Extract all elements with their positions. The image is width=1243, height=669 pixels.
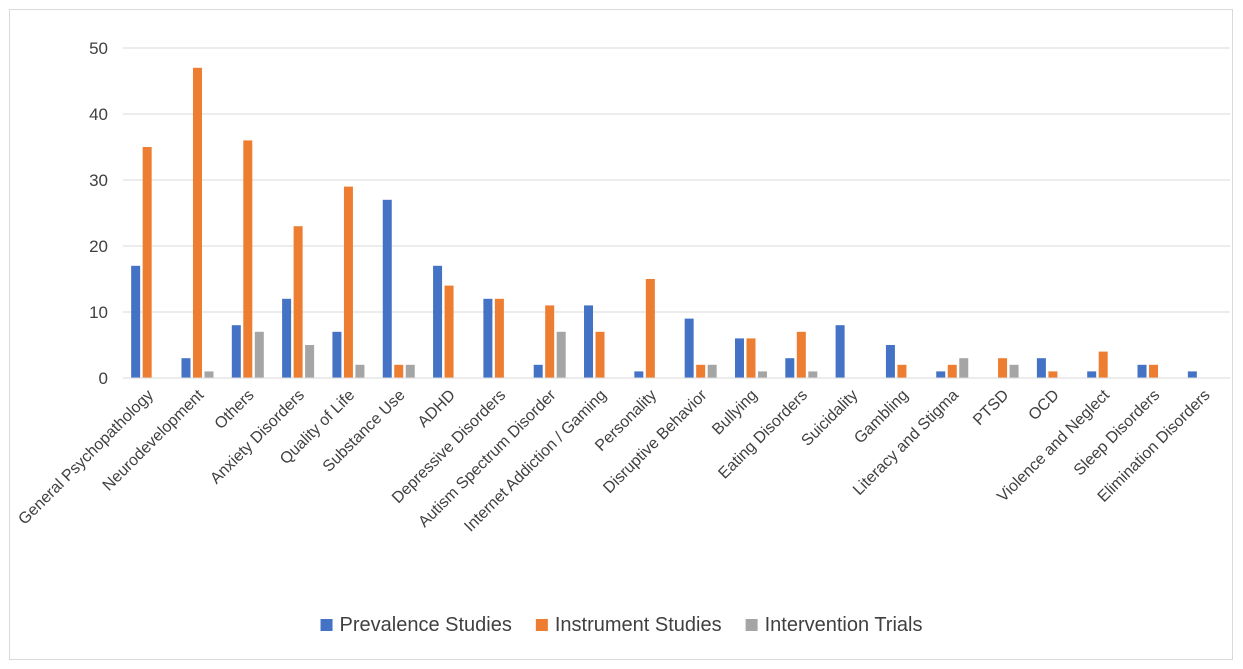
bar-instrument-studies-16 — [947, 364, 957, 378]
bar-prevalence-studies-5 — [382, 199, 392, 378]
legend-swatch — [320, 619, 333, 631]
bar-prevalence-studies-13 — [785, 358, 795, 378]
bar-instrument-studies-15 — [897, 364, 907, 378]
bar-prevalence-studies-10 — [634, 371, 644, 378]
bar-prevalence-studies-21 — [1187, 371, 1197, 378]
bar-prevalence-studies-3 — [282, 298, 292, 378]
bar-prevalence-studies-7 — [483, 298, 493, 378]
bar-instrument-studies-0 — [142, 147, 152, 378]
legend-label: Intervention Trials — [765, 614, 923, 636]
legend-label: Instrument Studies — [555, 614, 722, 636]
bar-instrument-studies-17 — [998, 358, 1008, 378]
bar-instrument-studies-20 — [1149, 364, 1159, 378]
x-category-label: Eating Disorders — [715, 387, 811, 483]
x-category-label: Anxiety Disorders — [207, 387, 308, 488]
bar-intervention-trials-3 — [305, 345, 315, 378]
bars — [131, 67, 1197, 379]
bar-instrument-studies-10 — [645, 279, 655, 378]
legend: Prevalence Studies Instrument Studies Inte… — [320, 614, 923, 636]
bar-instrument-studies-7 — [494, 298, 504, 378]
bar-instrument-studies-4 — [343, 186, 353, 378]
x-category-label: Neurodevelopment — [100, 386, 208, 494]
y-axis-tick-labels: 0 10 20 30 40 50 — [89, 39, 108, 388]
y-tick-label: 40 — [89, 105, 108, 124]
bar-intervention-trials-12 — [757, 371, 767, 378]
bar-instrument-studies-5 — [394, 364, 404, 378]
bar-intervention-trials-5 — [405, 364, 415, 378]
y-tick-label: 10 — [89, 303, 108, 322]
y-tick-label: 20 — [89, 237, 108, 256]
gridlines — [123, 47, 1230, 313]
bar-prevalence-studies-16 — [936, 371, 946, 378]
bar-intervention-trials-4 — [355, 364, 365, 378]
bar-instrument-studies-8 — [545, 305, 555, 378]
bar-intervention-trials-11 — [707, 364, 717, 378]
legend-item-prevalence-studies: Prevalence Studies — [320, 614, 512, 636]
bar-instrument-studies-18 — [1048, 371, 1058, 378]
bar-prevalence-studies-20 — [1137, 364, 1147, 378]
x-category-label: PTSD — [970, 387, 1012, 429]
bar-prevalence-studies-2 — [231, 325, 241, 378]
bar-intervention-trials-13 — [808, 371, 818, 378]
bar-instrument-studies-9 — [595, 331, 605, 378]
x-category-label: Bullying — [709, 387, 761, 439]
legend-swatch — [535, 619, 548, 631]
bar-instrument-studies-11 — [696, 364, 706, 378]
bar-intervention-trials-8 — [556, 331, 566, 378]
x-category-label: Sleep Disorders — [1071, 387, 1164, 480]
chart-frame — [9, 9, 1233, 660]
bar-intervention-trials-2 — [254, 331, 264, 378]
bar-prevalence-studies-1 — [181, 358, 191, 378]
legend-label: Prevalence Studies — [340, 614, 512, 636]
bar-prevalence-studies-18 — [1036, 358, 1046, 378]
y-tick-label: 50 — [89, 39, 108, 58]
legend-swatch — [745, 619, 758, 631]
bar-intervention-trials-16 — [959, 358, 969, 378]
legend-item-intervention-trials: Intervention Trials — [745, 614, 923, 636]
x-category-label: ADHD — [415, 387, 459, 431]
bar-instrument-studies-3 — [293, 226, 303, 378]
bar-prevalence-studies-15 — [885, 345, 895, 378]
bar-prevalence-studies-14 — [835, 325, 845, 378]
bar-prevalence-studies-0 — [131, 265, 141, 378]
bar-instrument-studies-13 — [796, 331, 806, 378]
bar-prevalence-studies-19 — [1087, 371, 1097, 378]
bar-instrument-studies-19 — [1098, 351, 1108, 378]
x-category-label: OCD — [1026, 387, 1063, 424]
bar-intervention-trials-17 — [1009, 364, 1019, 378]
bar-instrument-studies-2 — [243, 140, 253, 378]
bar-prevalence-studies-12 — [734, 338, 744, 378]
bar-instrument-studies-6 — [444, 285, 454, 378]
bar-intervention-trials-1 — [204, 371, 214, 378]
bar-instrument-studies-1 — [192, 67, 202, 379]
legend-item-instrument-studies: Instrument Studies — [535, 614, 722, 636]
bar-prevalence-studies-8 — [533, 364, 543, 378]
bar-prevalence-studies-6 — [433, 265, 443, 378]
bar-prevalence-studies-9 — [584, 305, 594, 378]
bar-prevalence-studies-4 — [332, 331, 342, 378]
bar-prevalence-studies-11 — [684, 318, 694, 378]
y-tick-label: 0 — [99, 369, 108, 388]
bar-instrument-studies-12 — [746, 338, 756, 378]
x-category-label: Others — [212, 387, 258, 433]
y-tick-label: 30 — [89, 171, 108, 190]
